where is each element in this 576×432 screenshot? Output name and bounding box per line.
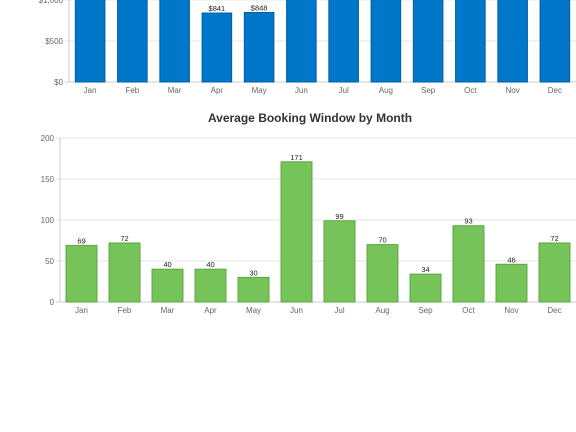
bar-apr[interactable] [194, 268, 227, 303]
bar-jun[interactable] [280, 161, 313, 303]
bar-dec[interactable] [538, 242, 571, 303]
bar-feb[interactable] [117, 0, 148, 83]
x-tick-label: Jul [334, 306, 344, 315]
bar-aug[interactable] [370, 0, 402, 83]
x-tick-label: Sep [421, 86, 436, 95]
y-tick-label: 0 [50, 298, 55, 307]
data-label: 69 [77, 236, 85, 245]
x-tick-label: Jan [84, 86, 97, 95]
data-label: 30 [249, 268, 257, 277]
data-label: $841 [209, 4, 226, 13]
bar-feb[interactable] [108, 242, 141, 303]
y-tick-label: $500 [45, 37, 63, 46]
x-tick-label: Oct [464, 86, 477, 95]
x-tick-label: Mar [161, 306, 175, 315]
data-label: 70 [378, 236, 386, 245]
bar-nov[interactable] [495, 263, 528, 303]
x-tick-label: Jul [339, 86, 349, 95]
x-tick-label: Dec [548, 86, 562, 95]
data-label: 72 [550, 234, 558, 243]
bar-oct[interactable] [455, 0, 486, 83]
bar-may[interactable] [237, 276, 270, 303]
y-tick-label: 50 [45, 257, 54, 266]
x-tick-label: Feb [125, 86, 139, 95]
y-tick-label: 200 [41, 134, 55, 143]
bar-jul[interactable] [328, 0, 359, 83]
booking-window-chart-title: Average Booking Window by Month [208, 111, 412, 125]
x-tick-label: Sep [418, 306, 433, 315]
x-tick-label: Apr [211, 86, 224, 95]
data-label: 40 [206, 260, 214, 269]
bar-may[interactable] [243, 11, 275, 83]
x-tick-label: Mar [168, 86, 182, 95]
x-tick-label: Jan [75, 306, 88, 315]
bar-sep[interactable] [409, 273, 442, 303]
x-tick-label: Nov [504, 306, 518, 315]
data-label: 93 [464, 217, 472, 226]
x-tick-label: Apr [204, 306, 217, 315]
x-tick-label: May [246, 306, 261, 315]
y-tick-label: 150 [41, 175, 55, 184]
data-label: $848 [251, 3, 268, 12]
x-tick-label: May [252, 86, 267, 95]
bar-oct[interactable] [452, 225, 485, 303]
x-tick-label: Oct [462, 306, 475, 315]
bar-apr[interactable] [201, 12, 233, 83]
x-tick-label: Dec [547, 306, 561, 315]
x-tick-label: Feb [118, 306, 132, 315]
y-tick-label: $0 [54, 78, 63, 87]
data-label: 34 [421, 265, 429, 274]
y-tick-label: 100 [41, 216, 55, 225]
data-label: 46 [507, 255, 515, 264]
x-tick-label: Jun [295, 86, 308, 95]
booking-window-chart: 0 50 100 150 200 Jan 69 Feb 72 Mar 40 Apr 40 May 30 Jun… [41, 134, 576, 315]
x-tick-label: Aug [375, 306, 389, 315]
y-tick-label: $1,000 [39, 0, 64, 5]
bar-jun[interactable] [286, 0, 317, 83]
data-label: 72 [120, 234, 128, 243]
bar-nov[interactable] [497, 0, 528, 83]
x-tick-label: Nov [506, 86, 520, 95]
bar-mar[interactable] [159, 0, 190, 83]
bar-sep[interactable] [412, 0, 444, 83]
data-label: 99 [335, 212, 343, 221]
bar-jan[interactable] [74, 0, 106, 83]
data-label: 40 [163, 260, 171, 269]
bar-jan[interactable] [65, 244, 98, 303]
bar-jul[interactable] [323, 220, 356, 303]
bar-aug[interactable] [366, 244, 399, 303]
bar-dec[interactable] [539, 0, 571, 83]
data-label: 171 [290, 153, 303, 162]
bar-mar[interactable] [151, 268, 184, 303]
monthly-revenue-chart: $0 $500 $1,000 Jan Feb Mar Apr $841 May $848 Jun Ju… [39, 0, 576, 95]
x-tick-label: Aug [379, 86, 393, 95]
x-tick-label: Jun [290, 306, 303, 315]
